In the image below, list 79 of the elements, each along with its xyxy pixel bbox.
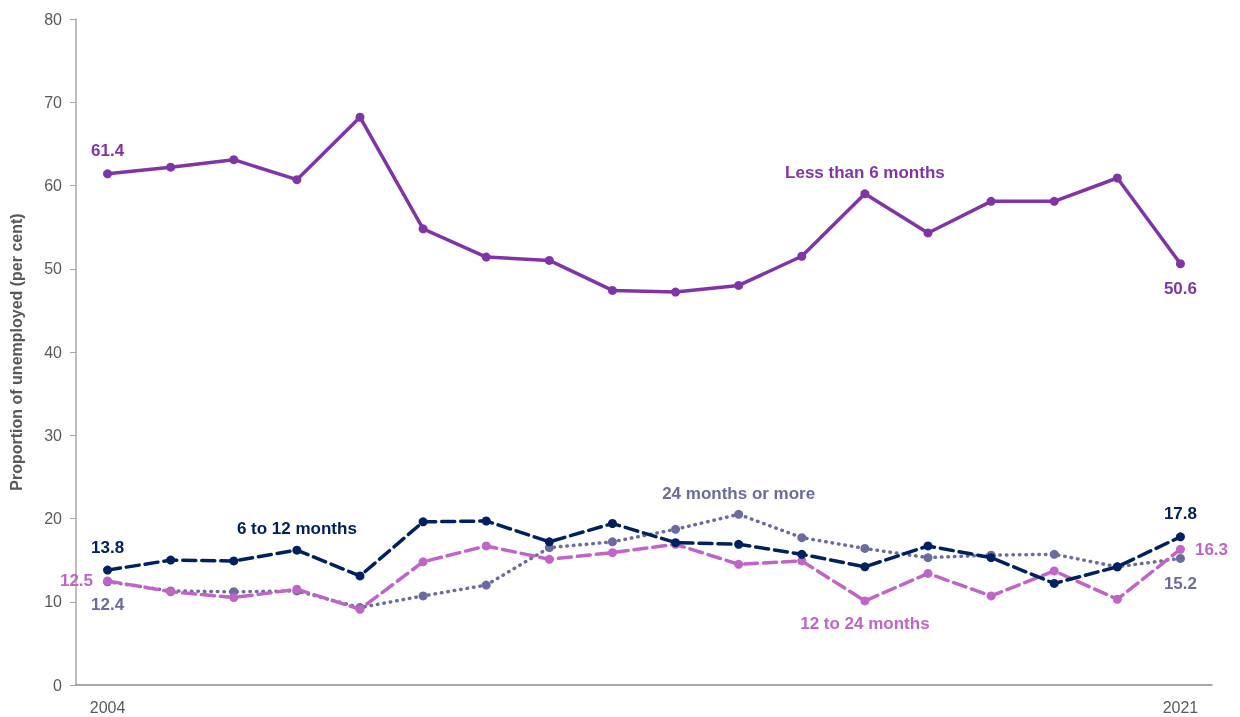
y-tick-label: 40 xyxy=(44,343,63,361)
series-label: 24 months or more xyxy=(662,483,816,503)
y-tick-label: 10 xyxy=(44,593,63,611)
data-label: 16.3 xyxy=(1194,539,1229,559)
point xyxy=(671,287,681,297)
point xyxy=(986,591,996,601)
point xyxy=(1049,566,1059,576)
point xyxy=(1175,553,1185,563)
point xyxy=(607,285,617,295)
series-label: 6 to 12 months xyxy=(236,518,357,538)
data-label: 12.4 xyxy=(91,595,125,615)
y-tick-label: 20 xyxy=(44,510,63,527)
data-label: 12.5 xyxy=(59,571,94,591)
point xyxy=(1049,196,1059,206)
point xyxy=(103,169,113,179)
point xyxy=(860,596,870,606)
point xyxy=(418,591,428,601)
point xyxy=(986,196,996,206)
y-tick-label: 30 xyxy=(44,426,63,444)
data-label: 13.8 xyxy=(91,537,125,557)
point xyxy=(544,255,554,265)
point xyxy=(418,224,428,234)
point xyxy=(1175,544,1185,554)
point xyxy=(481,516,491,526)
point xyxy=(860,189,870,199)
point xyxy=(734,509,744,519)
point xyxy=(544,537,554,547)
point xyxy=(607,537,617,547)
point xyxy=(481,541,491,551)
data-label: 15.2 xyxy=(1163,573,1197,593)
point xyxy=(229,593,239,603)
point xyxy=(734,280,744,290)
point xyxy=(607,519,617,528)
point xyxy=(481,580,491,590)
point xyxy=(103,565,113,575)
point xyxy=(860,562,870,572)
point xyxy=(544,554,554,564)
point xyxy=(166,162,176,172)
point xyxy=(860,543,870,553)
y-tick-label: 70 xyxy=(44,93,63,111)
point xyxy=(1049,578,1059,588)
point xyxy=(797,251,807,261)
series-label: 12 to 24 months xyxy=(800,614,930,634)
point xyxy=(355,112,365,122)
point xyxy=(166,555,176,565)
y-tick-label: 80 xyxy=(44,10,63,28)
point xyxy=(229,155,239,165)
x-tick-label: 2021 xyxy=(1162,698,1199,716)
point xyxy=(418,557,428,567)
point xyxy=(607,548,617,558)
data-label: 17.8 xyxy=(1163,504,1197,524)
y-axis-title: Proportion of unemployed (per cent) xyxy=(7,213,25,491)
point xyxy=(418,517,428,527)
data-label: 61.4 xyxy=(91,141,125,161)
point xyxy=(1049,549,1059,559)
point xyxy=(1112,594,1122,604)
series-label: Less than 6 months xyxy=(785,163,945,183)
point xyxy=(671,524,681,534)
point xyxy=(797,549,807,559)
point xyxy=(229,556,239,566)
x-tick-label: 2004 xyxy=(89,698,126,716)
point xyxy=(481,252,491,262)
y-tick-label: 50 xyxy=(44,260,63,278)
point xyxy=(923,553,933,563)
point xyxy=(1175,532,1185,542)
point xyxy=(1175,259,1185,269)
point xyxy=(797,533,807,543)
point xyxy=(923,568,933,578)
data-label: 50.6 xyxy=(1163,279,1197,299)
point xyxy=(923,541,933,551)
point xyxy=(1112,173,1122,183)
point xyxy=(292,175,302,185)
point xyxy=(292,545,302,555)
y-tick-label: 0 xyxy=(53,676,63,694)
y-tick-label: 60 xyxy=(44,177,63,194)
point xyxy=(734,559,744,569)
point xyxy=(734,539,744,549)
point xyxy=(923,228,933,238)
point xyxy=(355,571,365,581)
